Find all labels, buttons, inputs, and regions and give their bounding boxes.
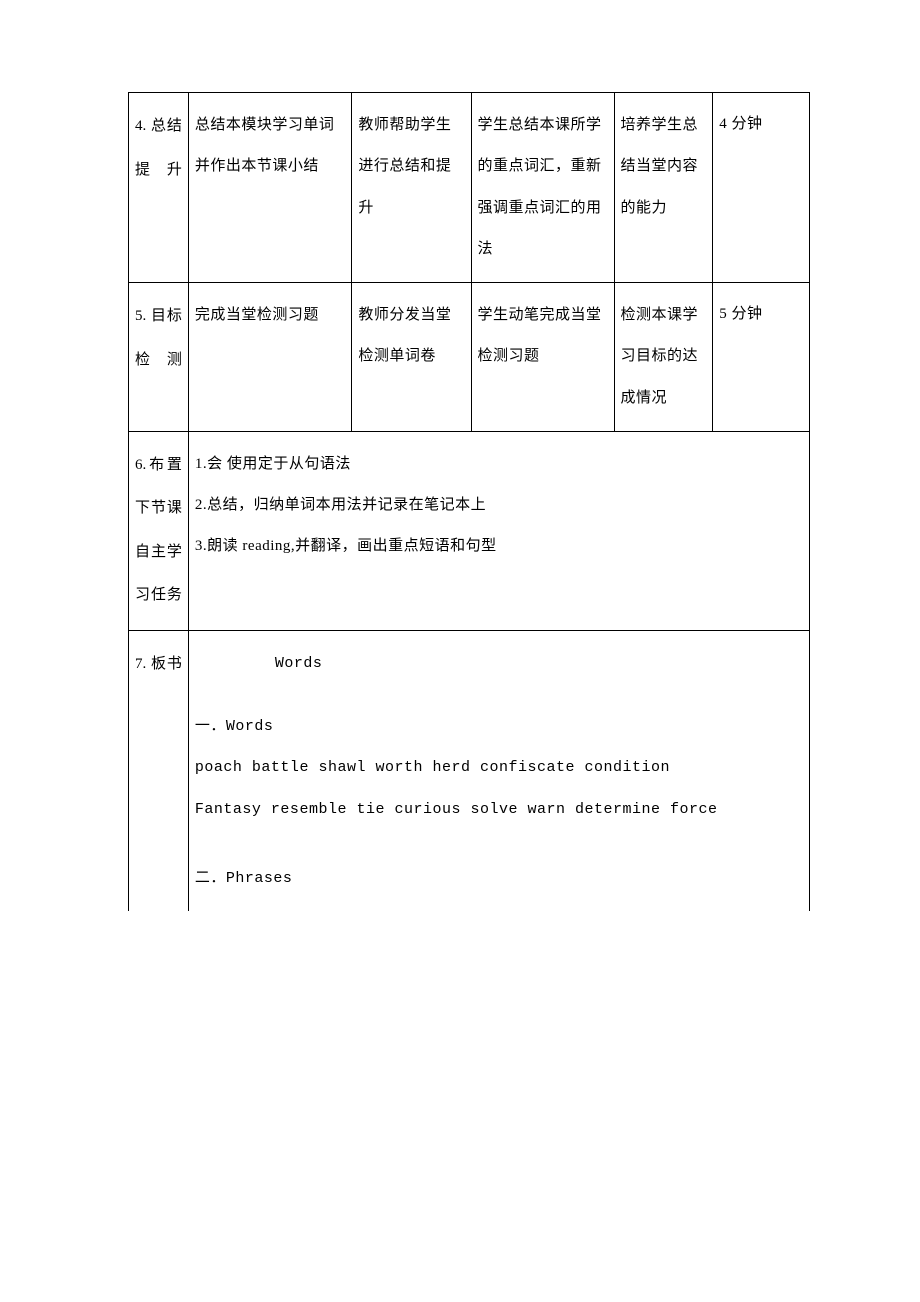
cell-content: 教师分发当堂检测单词卷	[352, 283, 471, 432]
lesson-plan-table: 4. 总结提升 总结本模块学习单词并作出本节课小结 教师帮助学生进行总结和提升 …	[128, 92, 810, 911]
cell-content: 完成当堂检测习题	[188, 283, 351, 432]
cell-content: 教师帮助学生进行总结和提升	[352, 93, 471, 283]
table-row: 6.布置下节课自主学习任务 1.会 使用定于从句语法 2.总结，归纳单词本用法并…	[129, 431, 810, 630]
section-title: 二．Phrases	[195, 858, 803, 899]
table-row: 4. 总结提升 总结本模块学习单词并作出本节课小结 教师帮助学生进行总结和提升 …	[129, 93, 810, 283]
row-label: 7. 板书	[129, 630, 189, 911]
section-title: 一．Words	[195, 706, 803, 747]
table-row: 7. 板书 Words 一．Words poach battle shawl w…	[129, 630, 810, 911]
cell-content: 检测本课学习目标的达成情况	[614, 283, 713, 432]
cell-time: 4 分钟	[713, 93, 810, 283]
cell-merged: Words 一．Words poach battle shawl worth h…	[188, 630, 809, 911]
row-label: 4. 总结提升	[129, 93, 189, 283]
cell-time: 5 分钟	[713, 283, 810, 432]
board-heading: Words	[195, 643, 803, 684]
table-row: 5. 目标检测 完成当堂检测习题 教师分发当堂检测单词卷 学生动笔完成当堂检测习…	[129, 283, 810, 432]
word-line: poach battle shawl worth herd confiscate…	[195, 747, 803, 788]
cell-content: 总结本模块学习单词并作出本节课小结	[188, 93, 351, 283]
row-label: 5. 目标检测	[129, 283, 189, 432]
task-line: 1.会 使用定于从句语法	[195, 444, 803, 485]
task-line: 2.总结，归纳单词本用法并记录在笔记本上	[195, 485, 803, 526]
word-line: Fantasy resemble tie curious solve warn …	[195, 789, 803, 830]
cell-content: 学生动笔完成当堂检测习题	[471, 283, 614, 432]
cell-merged: 1.会 使用定于从句语法 2.总结，归纳单词本用法并记录在笔记本上 3.朗读 r…	[188, 431, 809, 630]
row-label: 6.布置下节课自主学习任务	[129, 431, 189, 630]
cell-content: 培养学生总结当堂内容的能力	[614, 93, 713, 283]
task-line: 3.朗读 reading,并翻译，画出重点短语和句型	[195, 526, 803, 567]
cell-content: 学生总结本课所学的重点词汇，重新强调重点词汇的用法	[471, 93, 614, 283]
